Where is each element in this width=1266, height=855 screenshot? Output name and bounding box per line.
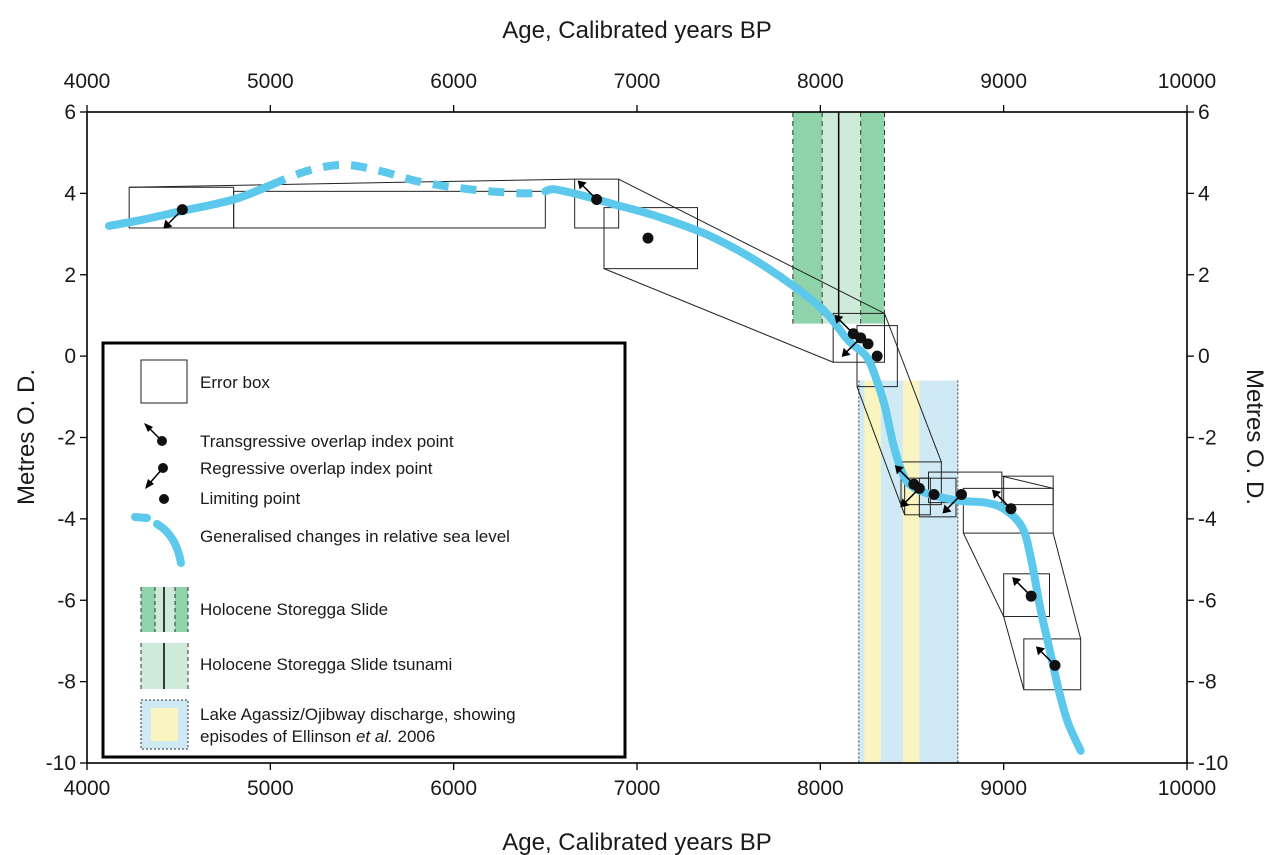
legend-limiting-symbol xyxy=(159,494,169,504)
legend-regressive-symbol xyxy=(145,463,168,489)
y-tick-label-left: -2 xyxy=(57,427,76,450)
index-point-limiting xyxy=(871,350,883,362)
legend-regressive-label: Regressive overlap index point xyxy=(200,459,433,478)
legend-slide-label: Holocene Storegga Slide xyxy=(200,600,388,619)
x-tick-label-bottom: 5000 xyxy=(247,777,294,800)
legend-frame xyxy=(101,341,627,759)
y-tick-label-right: -2 xyxy=(1198,427,1217,450)
x-tick-label-top: 9000 xyxy=(980,70,1027,93)
index-point-regressive xyxy=(942,488,967,514)
y-tick-label-right: 2 xyxy=(1198,264,1210,287)
index-point-transgressive xyxy=(1012,577,1037,602)
envelope-lines xyxy=(129,178,1082,690)
legend-sea-level-label: Generalised changes in relative sea leve… xyxy=(200,527,510,546)
y-tick-label-left: 4 xyxy=(64,182,76,205)
error-box xyxy=(1023,638,1082,691)
x-tick-label-bottom: 7000 xyxy=(614,777,661,800)
y-tick-label-right: -8 xyxy=(1198,671,1217,694)
x-tick-label-bottom: 8000 xyxy=(797,777,844,800)
agassiz-episode-1 xyxy=(864,380,881,763)
x-tick-label-bottom: 6000 xyxy=(430,777,477,800)
index-point-limiting xyxy=(862,338,874,350)
legend-sea-level-symbol xyxy=(131,513,185,567)
y-tick-label-right: -10 xyxy=(1198,752,1228,775)
x-tick-label-bottom: 4000 xyxy=(64,777,111,800)
y-tick-label-left: 2 xyxy=(64,264,76,287)
y-tick-label-left: 6 xyxy=(64,101,76,124)
envelope-line xyxy=(856,386,906,515)
legend-transgressive-label: Transgressive overlap index point xyxy=(200,432,454,451)
legend-error-box-label: Error box xyxy=(200,373,270,392)
legend-limiting-label: Limiting point xyxy=(200,489,300,508)
y-tick-label-right: 0 xyxy=(1198,345,1210,368)
index-point-transgressive xyxy=(992,489,1017,515)
x-axis-title-top: Age, Calibrated years BP xyxy=(502,17,771,44)
legend-error-box-symbol xyxy=(140,359,188,404)
index-point-regressive xyxy=(163,204,188,229)
legend-tsunami-label: Holocene Storegga Slide tsunami xyxy=(200,655,452,674)
index-point-limiting xyxy=(928,488,940,500)
legend-transgressive-symbol xyxy=(144,423,167,446)
y-tick-label-right: 6 xyxy=(1198,101,1210,124)
y-tick-label-left: -10 xyxy=(46,752,76,775)
envelope-line xyxy=(1052,532,1082,640)
envelope-line xyxy=(603,268,834,363)
index-point-regressive xyxy=(900,482,925,508)
x-tick-label-top: 7000 xyxy=(614,70,661,93)
legend-agassiz-label-2-italic: et al. xyxy=(356,727,393,746)
x-tick-label-top: 10000 xyxy=(1158,70,1216,93)
event-bands xyxy=(792,112,959,763)
x-tick-label-bottom: 10000 xyxy=(1158,777,1216,800)
error-box xyxy=(1003,573,1051,618)
y-tick-label-left: -8 xyxy=(57,671,76,694)
y-tick-label-left: 0 xyxy=(64,345,76,368)
x-tick-label-top: 4000 xyxy=(64,70,111,93)
envelope-line xyxy=(618,178,885,314)
legend-agassiz-label-2: episodes of Ellinson et al. 2006 xyxy=(200,727,435,746)
error-box xyxy=(233,190,546,229)
sea-level-dashed xyxy=(268,160,546,198)
index-points xyxy=(163,180,1061,671)
sea-level-solid-early xyxy=(105,181,275,230)
y-tick-label-right: 4 xyxy=(1198,182,1210,205)
error-box xyxy=(900,461,942,506)
legend-tsunami-symbol xyxy=(140,643,189,689)
legend-agassiz-label-2-post: 2006 xyxy=(393,727,436,746)
x-tick-label-top: 8000 xyxy=(797,70,844,93)
x-tick-label-bottom: 9000 xyxy=(980,777,1027,800)
y-tick-label-left: -6 xyxy=(57,589,76,612)
legend-agassiz-label-1: Lake Agassiz/Ojibway discharge, showing xyxy=(200,705,516,724)
axis-ticks: 4000 4000 5000 5000 6000 6000 7000 7000 8000 8000… xyxy=(46,70,1229,800)
error-box xyxy=(832,312,886,363)
index-point-transgressive xyxy=(1036,646,1061,671)
index-point-transgressive xyxy=(577,180,603,205)
index-point-regressive xyxy=(841,332,867,357)
error-box xyxy=(603,207,698,270)
legend: Error box Transgressive overlap index po… xyxy=(101,341,627,759)
agassiz-episode-2 xyxy=(902,380,920,763)
envelope-line xyxy=(1003,616,1025,690)
envelope-line xyxy=(129,178,575,188)
y-axis-title-left: Metres O. D. xyxy=(13,369,40,505)
envelope-line xyxy=(884,313,942,463)
y-tick-label-right: -6 xyxy=(1198,589,1217,612)
y-tick-label-left: -4 xyxy=(57,508,76,531)
y-tick-label-right: -4 xyxy=(1198,508,1217,531)
x-tick-label-top: 5000 xyxy=(247,70,294,93)
x-tick-label-top: 6000 xyxy=(430,70,477,93)
legend-agassiz-label-2-pre: episodes of Ellinson xyxy=(200,727,356,746)
legend-agassiz-symbol xyxy=(140,699,189,750)
x-axis-title-bottom: Age, Calibrated years BP xyxy=(502,829,771,855)
envelope-line xyxy=(1001,475,1054,489)
error-box xyxy=(962,487,1054,534)
sea-level-solid-late xyxy=(541,185,1085,755)
envelope-line xyxy=(962,532,1005,617)
storegga-tsunami-band xyxy=(822,112,861,324)
error-box xyxy=(1003,475,1054,506)
y-axis-title-right: Metres O. D. xyxy=(1241,369,1266,505)
index-point-limiting xyxy=(642,232,654,244)
legend-slide-symbol xyxy=(140,587,189,632)
